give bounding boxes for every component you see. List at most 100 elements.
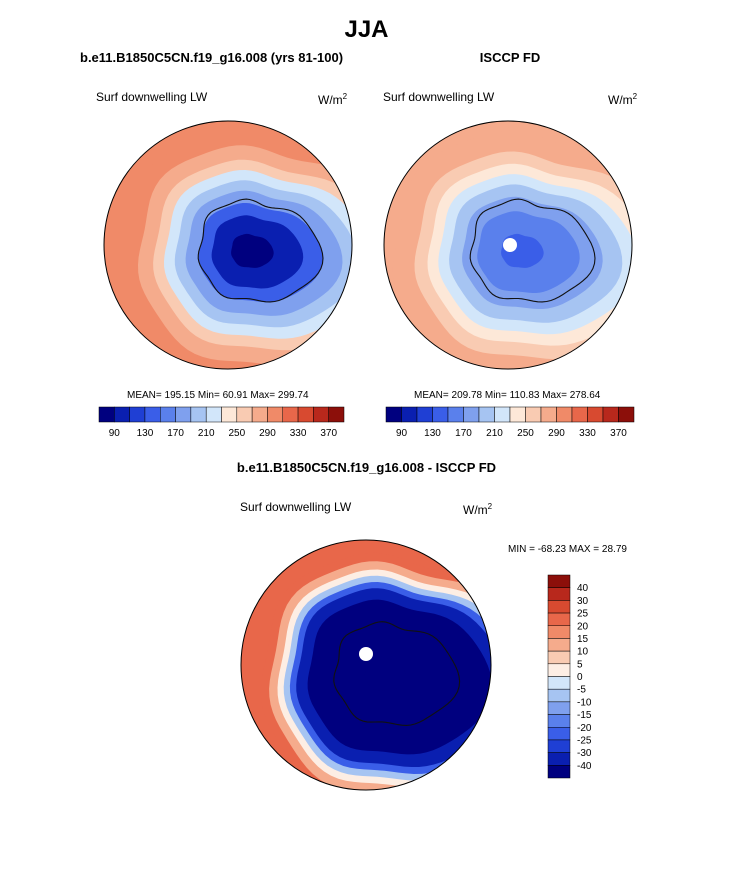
colorbar-box	[114, 406, 130, 423]
map-outline	[240, 539, 492, 791]
colorbar-box	[547, 625, 571, 639]
colorbar-box	[282, 406, 299, 423]
colorbar-box	[547, 688, 571, 703]
colorbar-tick-label: 210	[486, 428, 503, 439]
panel2-stats: MEAN= 209.78 Min= 110.83 Max= 278.64	[414, 390, 601, 401]
colorbar-tick-label: 20	[577, 621, 589, 632]
panel2-units: W/m2	[608, 92, 638, 107]
colorbar-tick-label: 170	[455, 428, 472, 439]
colorbar-box	[144, 406, 161, 423]
colorbar-tick-label: 370	[320, 428, 337, 439]
colorbar-box	[547, 612, 571, 626]
panel1-title: b.e11.B1850C5CN.f19_g16.008 (yrs 81-100)	[80, 50, 344, 65]
colorbar-tick-label: 15	[577, 634, 589, 645]
colorbar-tick-label: 40	[577, 583, 589, 594]
panel3-units: W/m2	[463, 502, 493, 517]
colorbar-box	[416, 406, 433, 423]
colorbar-box	[313, 406, 329, 423]
colorbar-box	[221, 406, 238, 423]
antarctica-coastline	[469, 198, 596, 303]
antarctica-coastline	[197, 198, 324, 303]
colorbar-box	[547, 701, 571, 715]
colorbar-box	[129, 406, 146, 423]
colorbar-box	[571, 406, 588, 423]
colorbar-box	[547, 574, 571, 588]
colorbar-box	[547, 752, 571, 766]
colorbar-tick-label: 370	[610, 428, 627, 439]
colorbar-tick-label: 250	[228, 428, 245, 439]
colorbar-tick-label: 330	[290, 428, 307, 439]
colorbar-tick-label: 210	[198, 428, 215, 439]
map-outline	[383, 120, 633, 370]
contour-band	[231, 233, 274, 268]
panel3-stats: MIN = -68.23 MAX = 28.79	[508, 544, 627, 555]
colorbar-box	[175, 406, 192, 423]
colorbar-box	[509, 406, 526, 423]
colorbar-tick-label: 330	[579, 428, 596, 439]
colorbar-box	[236, 406, 253, 423]
colorbar-box	[190, 406, 207, 423]
colorbar-box	[587, 406, 604, 423]
colorbar-tick-label: 250	[517, 428, 534, 439]
colorbar-box	[618, 406, 635, 423]
panel2-title: ISCCP FD	[479, 50, 541, 65]
colorbar-box	[205, 406, 222, 423]
colorbar-box	[328, 406, 345, 423]
colorbar-box	[556, 406, 573, 423]
colorbar-box	[478, 406, 495, 423]
panel1-units: W/m2	[318, 92, 348, 107]
antarctica-coastline	[333, 621, 461, 726]
colorbar-box	[385, 406, 402, 423]
colorbar-tick-label: 170	[167, 428, 184, 439]
colorbar-box	[540, 406, 557, 423]
colorbar-tick-label: 90	[109, 428, 121, 439]
colorbar-tick-label: -15	[577, 710, 592, 721]
panel1-colorbar: 90 130 170 210 250 290 330 370	[98, 406, 345, 439]
panel1-variable-label: Surf downwelling LW	[96, 90, 208, 104]
colorbar-tick-label: 290	[259, 428, 276, 439]
colorbar-box	[547, 765, 571, 779]
map-overlays	[103, 120, 633, 791]
colorbar-box	[547, 650, 571, 665]
colorbar-tick-label: 5	[577, 659, 583, 670]
colorbar-tick-label: 10	[577, 647, 589, 658]
colorbar-tick-label: 130	[137, 428, 154, 439]
panel2-variable-label: Surf downwelling LW	[383, 90, 495, 104]
colorbar-box	[547, 676, 571, 690]
panel2-colorbar: 90 130 170 210 250 290 330 370	[385, 406, 635, 439]
colorbar-tick-label: 130	[424, 428, 441, 439]
colorbar-box	[432, 406, 449, 423]
colorbar-tick-label: -20	[577, 723, 592, 734]
colorbar-box	[547, 739, 571, 753]
colorbar-tick-label: 90	[396, 428, 408, 439]
colorbar-box	[602, 406, 619, 423]
colorbar-tick-label: 0	[577, 672, 583, 683]
panel1-map	[104, 121, 352, 369]
colorbar-box	[547, 638, 571, 652]
map-outline	[103, 120, 353, 370]
colorbar-box	[297, 406, 314, 423]
contour-band	[364, 656, 406, 691]
colorbar-box	[547, 600, 571, 614]
colorbar-box	[251, 406, 268, 423]
panel1-stats: MEAN= 195.15 Min= 60.91 Max= 299.74	[127, 390, 309, 401]
colorbar-box	[447, 406, 464, 423]
colorbar-box	[547, 587, 571, 601]
figure-title: JJA	[344, 16, 389, 43]
colorbar-tick-label: -5	[577, 685, 586, 696]
panel3-variable-label: Surf downwelling LW	[240, 500, 352, 514]
colorbar-tick-label: -30	[577, 748, 592, 759]
colorbar-tick-label: -10	[577, 697, 592, 708]
colorbar-box	[494, 406, 511, 423]
colorbar-tick-label: -25	[577, 735, 592, 746]
panel3-map	[241, 540, 491, 790]
colorbar-box	[267, 406, 283, 423]
colorbar-box	[547, 663, 571, 677]
colorbar-box	[547, 714, 571, 728]
colorbar-box	[160, 406, 176, 423]
colorbar-box	[463, 406, 480, 423]
pole-mask	[359, 647, 373, 661]
colorbar-tick-label: 290	[548, 428, 565, 439]
